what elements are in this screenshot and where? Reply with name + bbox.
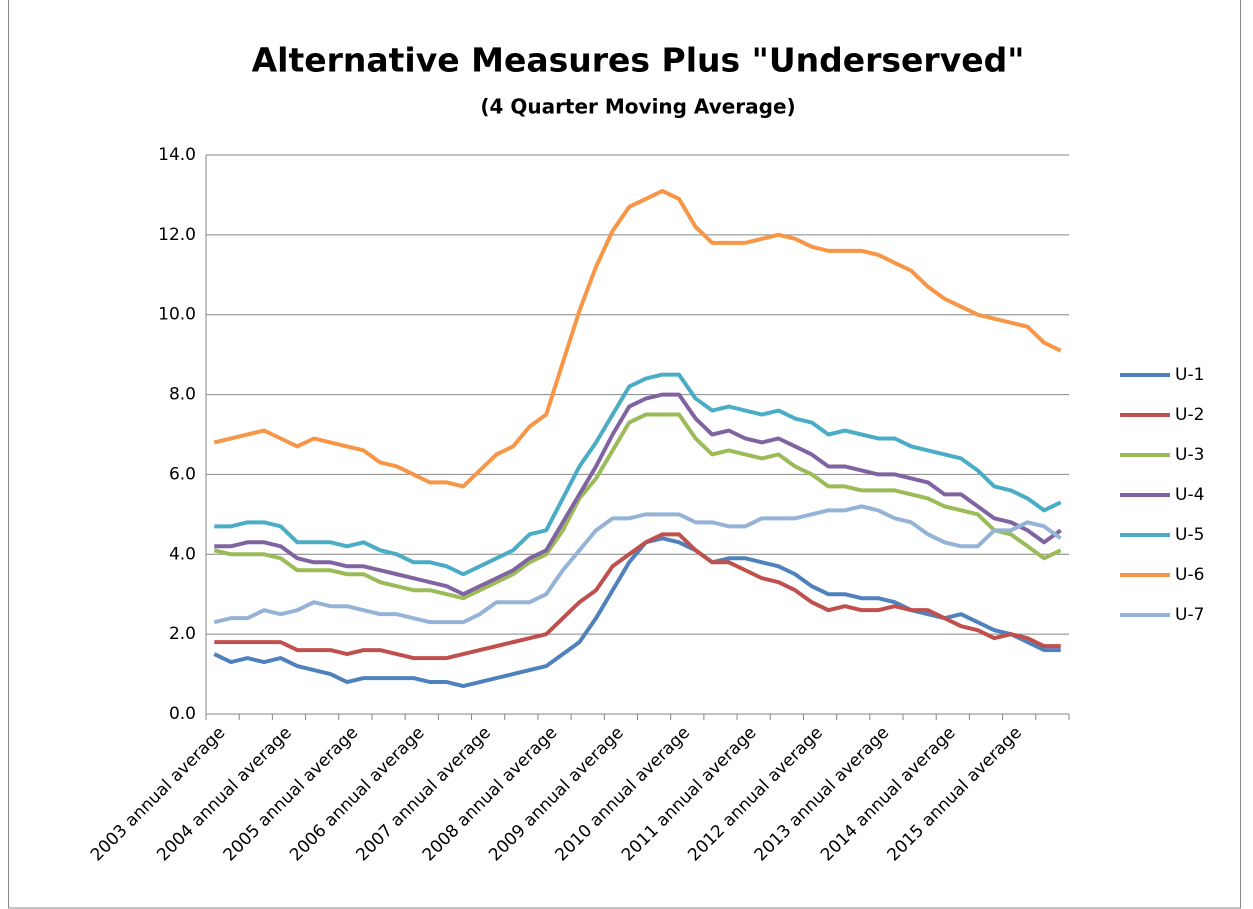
series-line: [214, 532, 1061, 661]
series-line: [214, 372, 1062, 577]
legend-label: U-3: [1175, 445, 1204, 465]
legend-label: U-6: [1175, 565, 1204, 585]
series-line: [213, 412, 1062, 601]
chart-title: Alternative Measures Plus "Underserved": [252, 41, 1025, 80]
y-tick-label: 10.0: [158, 305, 196, 325]
legend-label: U-2: [1175, 405, 1204, 425]
chart-frame: [8, 0, 1241, 909]
chart-subtitle: (4 Quarter Moving Average): [480, 95, 795, 119]
y-tick-label: 0.0: [169, 704, 196, 724]
y-tick-label: 2.0: [169, 624, 196, 644]
y-tick-label: 6.0: [169, 464, 196, 484]
legend-label: U-4: [1175, 485, 1204, 505]
series-line: [214, 392, 1062, 597]
series-line: [213, 188, 1062, 489]
y-tick-label: 14.0: [158, 145, 196, 165]
legend-label: U-1: [1175, 365, 1204, 385]
series-line: [213, 504, 1062, 625]
y-tick-label: 12.0: [158, 225, 196, 245]
y-tick-label: 4.0: [169, 544, 196, 564]
legend-label: U-7: [1175, 605, 1204, 625]
y-tick-label: 8.0: [169, 385, 196, 405]
legend-label: U-5: [1175, 525, 1204, 545]
